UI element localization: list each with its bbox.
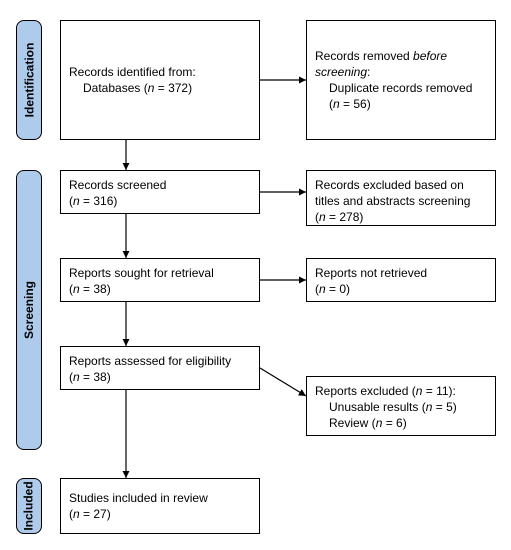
prisma-flowchart: Identification Screening Included Record… xyxy=(6,6,505,544)
text: (n = 0) xyxy=(315,281,487,297)
text: Reports assessed for eligibility xyxy=(69,353,251,369)
text: Records screened xyxy=(69,177,251,193)
box-studies-included: Studies included in review (n = 27) xyxy=(60,478,260,534)
text: (n = 38) xyxy=(69,369,251,385)
text: Unusable results (n = 5) xyxy=(315,399,487,415)
text: Studies included in review xyxy=(69,490,251,506)
text: (n = 38) xyxy=(69,281,251,297)
text: (n = 316) xyxy=(69,193,251,209)
box-records-identified: Records identified from: Databases (n = … xyxy=(60,20,260,140)
text: Databases (n = 372) xyxy=(69,80,251,96)
text: Reports sought for retrieval xyxy=(69,265,251,281)
text: Records removed before screening: xyxy=(315,48,487,80)
box-records-excluded-titles: Records excluded based on titles and abs… xyxy=(306,170,496,226)
box-reports-assessed: Reports assessed for eligibility (n = 38… xyxy=(60,346,260,390)
phase-included-label: Included xyxy=(22,481,36,530)
box-reports-sought: Reports sought for retrieval (n = 38) xyxy=(60,258,260,302)
text: (n = 56) xyxy=(315,96,487,112)
box-records-removed: Records removed before screening: Duplic… xyxy=(306,20,496,140)
phase-screening-label: Screening xyxy=(22,281,36,339)
text: Records excluded based on titles and abs… xyxy=(315,177,487,209)
text: (n = 27) xyxy=(69,506,251,522)
text: Records identified from: xyxy=(69,64,251,80)
text: Reports excluded (n = 11): xyxy=(315,383,487,399)
box-reports-excluded: Reports excluded (n = 11): Unusable resu… xyxy=(306,376,496,436)
box-records-screened: Records screened (n = 316) xyxy=(60,170,260,214)
text: Review (n = 6) xyxy=(315,415,487,431)
text: (n = 278) xyxy=(315,209,487,225)
text: Duplicate records removed xyxy=(315,80,487,96)
phase-identification-label: Identification xyxy=(22,43,36,118)
box-reports-not-retrieved: Reports not retrieved (n = 0) xyxy=(306,258,496,302)
phase-screening: Screening xyxy=(16,170,42,450)
text: Reports not retrieved xyxy=(315,265,487,281)
phase-included: Included xyxy=(16,478,42,534)
phase-identification: Identification xyxy=(16,20,42,140)
